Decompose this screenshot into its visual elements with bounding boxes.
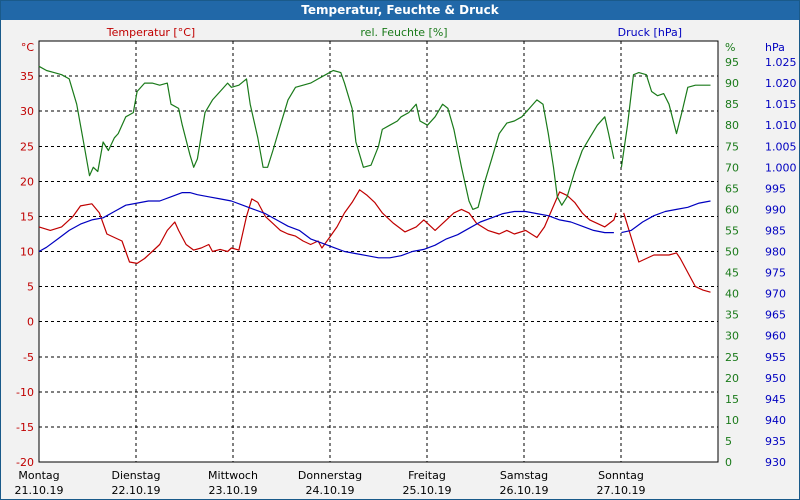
humidity-tick-label: 0 xyxy=(725,456,732,469)
temperature-tick-label: 35 xyxy=(20,70,34,83)
series-layer xyxy=(38,65,711,293)
pressure-tick-label: 970 xyxy=(765,288,786,301)
pressure-tick-label: 1.015 xyxy=(765,98,797,111)
pressure-tick-label: 1.020 xyxy=(765,77,797,90)
temperature-tick-label: 10 xyxy=(20,246,34,259)
humidity-tick-label: 90 xyxy=(725,77,739,90)
temperature-tick-label: 0 xyxy=(27,316,34,329)
day-date-label: 25.10.19 xyxy=(403,484,452,497)
pressure-tick-label: 980 xyxy=(765,246,786,259)
humidity-tick-label: 35 xyxy=(725,309,739,322)
pressure-tick-label: 985 xyxy=(765,224,786,237)
day-date-label: 22.10.19 xyxy=(112,484,161,497)
pressure-tick-label: 940 xyxy=(765,414,786,427)
day-name-label: Samstag xyxy=(500,469,548,482)
pressure-tick-label: 990 xyxy=(765,203,786,216)
humidity-tick-label: 85 xyxy=(725,98,739,111)
temperature-tick-label: -5 xyxy=(23,351,34,364)
humidity-tick-label: 80 xyxy=(725,119,739,132)
humidity-tick-label: 25 xyxy=(725,351,739,364)
humidity-tick-label: 95 xyxy=(725,56,739,69)
temperature-tick-label: -20 xyxy=(16,456,34,469)
temperature-tick-label: 15 xyxy=(20,210,34,223)
day-name-label: Freitag xyxy=(408,469,446,482)
temperature-axis-title: Temperatur [°C] xyxy=(106,26,195,39)
axis-labels: -20 -15 -10 -5 0 5 10 15 20 25 30 35 0 5 10 15 20 25 30 35 4… xyxy=(15,56,797,497)
day-name-label: Dienstag xyxy=(111,469,160,482)
pressure-tick-label: 1.010 xyxy=(765,119,797,132)
temperature-series-line xyxy=(623,212,711,293)
pressure-tick-label: 960 xyxy=(765,330,786,343)
day-date-label: 27.10.19 xyxy=(597,484,646,497)
humidity-tick-label: 10 xyxy=(725,414,739,427)
pressure-tick-label: 1.005 xyxy=(765,140,797,153)
pressure-unit: hPa xyxy=(765,41,785,54)
humidity-tick-label: 5 xyxy=(725,435,732,448)
temperature-tick-label: 25 xyxy=(20,140,34,153)
humidity-tick-label: 30 xyxy=(725,330,739,343)
pressure-tick-label: 945 xyxy=(765,393,786,406)
pressure-tick-label: 1.000 xyxy=(765,161,797,174)
day-name-label: Montag xyxy=(18,469,59,482)
temperature-series-line xyxy=(38,189,617,264)
pressure-tick-label: 965 xyxy=(765,309,786,322)
temperature-tick-label: 30 xyxy=(20,105,34,118)
temperature-unit: °C xyxy=(21,41,35,54)
humidity-tick-label: 75 xyxy=(725,140,739,153)
pressure-axis-title: Druck [hPa] xyxy=(618,26,682,39)
pressure-tick-label: 930 xyxy=(765,456,786,469)
day-date-label: 26.10.19 xyxy=(500,484,549,497)
humidity-series-line xyxy=(38,65,615,210)
pressure-tick-label: 995 xyxy=(765,182,786,195)
day-name-label: Donnerstag xyxy=(298,469,362,482)
pressure-series-line xyxy=(621,200,711,234)
pressure-tick-label: 975 xyxy=(765,267,786,280)
pressure-tick-label: 955 xyxy=(765,351,786,364)
temperature-tick-label: 5 xyxy=(27,281,34,294)
chart-title: Temperatur, Feuchte & Druck xyxy=(1,1,799,20)
temperature-tick-label: -10 xyxy=(16,386,34,399)
day-date-label: 24.10.19 xyxy=(306,484,355,497)
day-name-label: Sonntag xyxy=(598,469,644,482)
humidity-tick-label: 45 xyxy=(725,267,739,280)
humidity-tick-label: 15 xyxy=(725,393,739,406)
pressure-tick-label: 1.025 xyxy=(765,56,797,69)
day-name-label: Mittwoch xyxy=(208,469,258,482)
humidity-tick-label: 50 xyxy=(725,246,739,259)
pressure-series-line xyxy=(38,192,614,259)
day-date-label: 21.10.19 xyxy=(15,484,64,497)
humidity-tick-label: 60 xyxy=(725,203,739,216)
humidity-tick-label: 65 xyxy=(725,182,739,195)
humidity-tick-label: 20 xyxy=(725,372,739,385)
humidity-series-line xyxy=(620,71,711,168)
pressure-tick-label: 935 xyxy=(765,435,786,448)
pressure-tick-label: 950 xyxy=(765,372,786,385)
temperature-tick-label: -15 xyxy=(16,421,34,434)
humidity-tick-label: 70 xyxy=(725,161,739,174)
humidity-unit: % xyxy=(725,41,735,54)
humidity-tick-label: 55 xyxy=(725,224,739,237)
chart-canvas: -20 -15 -10 -5 0 5 10 15 20 25 30 35 0 5 10 15 20 25 30 35 4… xyxy=(15,26,797,497)
humidity-axis-title: rel. Feuchte [%] xyxy=(360,26,447,39)
temperature-tick-label: 20 xyxy=(20,175,34,188)
day-date-label: 23.10.19 xyxy=(209,484,258,497)
humidity-tick-label: 40 xyxy=(725,288,739,301)
